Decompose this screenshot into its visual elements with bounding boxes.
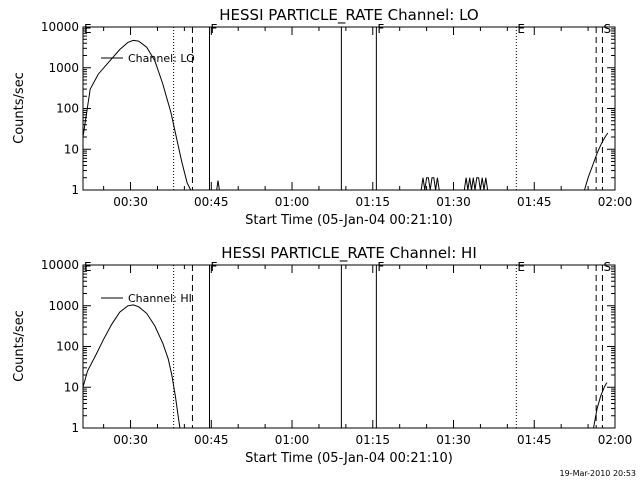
event-marker-label: F (377, 260, 384, 274)
x-tick-label: 00:30 (113, 195, 148, 209)
y-tick-label: 1000 (48, 61, 79, 75)
y-tick-label: 100 (56, 102, 79, 116)
x-axis-label-lo: Start Time (05-Jan-04 00:21:10) (245, 213, 453, 228)
series-line (584, 132, 609, 191)
event-marker-label: S (603, 22, 611, 36)
panel-hi: HESSI PARTICLE_RATE Channel: HI Start Ti… (12, 244, 632, 466)
y-axis-label-lo: Counts/sec (12, 72, 27, 144)
y-tick-label: 1000 (48, 299, 79, 313)
x-tick-label: 00:45 (194, 195, 229, 209)
event-marker-label: E (84, 260, 92, 274)
y-tick-label: 10 (64, 142, 79, 156)
y-tick-label: 1 (71, 183, 79, 197)
series-line (463, 177, 489, 191)
x-tick-label: 01:00 (275, 195, 310, 209)
event-marker-label: F (210, 22, 217, 36)
y-tick-label: 1 (71, 421, 79, 435)
y-tick-label: 10 (64, 380, 79, 394)
event-marker-label: E (84, 22, 92, 36)
x-tick-label: 01:00 (275, 433, 310, 447)
series-line (420, 177, 440, 191)
x-tick-label: 01:45 (517, 433, 552, 447)
x-tick-label: 00:30 (113, 433, 148, 447)
event-marker-label: E (517, 260, 525, 274)
series-line (82, 39, 192, 191)
x-tick-label: 02:00 (598, 433, 633, 447)
event-marker-label: F (377, 22, 384, 36)
series-line (593, 382, 608, 429)
plot-frame-hi (82, 264, 616, 429)
y-axis-label-hi: Counts/sec (12, 310, 27, 382)
footer-timestamp: 19-Mar-2010 20:53 (560, 469, 637, 478)
x-tick-label: 00:45 (194, 433, 229, 447)
chart-title-lo: HESSI PARTICLE_RATE Channel: LO (219, 6, 478, 25)
legend-label-hi: Channel: HI (128, 292, 192, 305)
event-marker-label: E (517, 22, 525, 36)
event-marker-label: S (603, 260, 611, 274)
event-marker-label: F (210, 260, 217, 274)
panel-lo: HESSI PARTICLE_RATE Channel: LO Start Ti… (12, 6, 632, 228)
x-tick-label: 02:00 (598, 195, 633, 209)
y-tick-label: 10000 (41, 258, 79, 272)
y-tick-label: 100 (56, 340, 79, 354)
x-tick-label: 01:15 (355, 433, 390, 447)
x-tick-label: 01:30 (436, 433, 471, 447)
legend-label-lo: Channel: LO (128, 52, 195, 65)
x-tick-label: 01:45 (517, 195, 552, 209)
x-axis-label-hi: Start Time (05-Jan-04 00:21:10) (245, 451, 453, 466)
x-tick-label: 01:30 (436, 195, 471, 209)
y-tick-label: 10000 (41, 20, 79, 34)
series-line (216, 180, 220, 191)
x-tick-label: 01:15 (355, 195, 390, 209)
chart-title-hi: HESSI PARTICLE_RATE Channel: HI (221, 244, 477, 263)
series-line (82, 304, 181, 429)
